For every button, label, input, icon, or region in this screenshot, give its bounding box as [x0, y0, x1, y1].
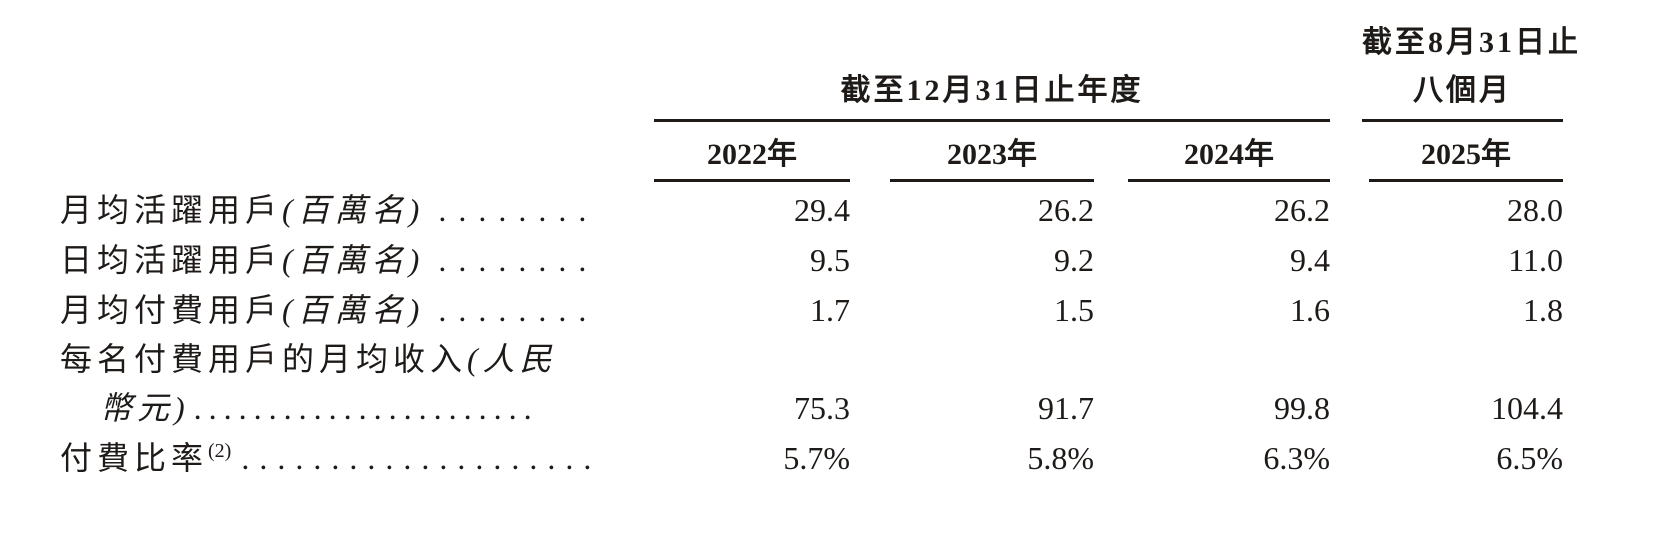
row-label-text: 月均付費用戶 [60, 292, 283, 328]
dot-leader: ........ [438, 192, 599, 228]
cell-mau-2024: 26.2 [1274, 192, 1330, 228]
year-header-2024: 2024年 [1184, 138, 1274, 171]
cell-mau-2023: 26.2 [1038, 192, 1094, 228]
dot-leader: ........ [438, 292, 599, 328]
row-label-text: 月均活躍用戶 [60, 192, 283, 228]
table-row-paying-ratio: 付費比率(2).................... 5.7% 5.8% 6.… [0, 438, 1668, 478]
row-label-text: 每名付費用戶的月均收入 [60, 341, 468, 377]
cell-paying-ratio-2023: 5.8% [1027, 440, 1094, 476]
cell-arppu-2024: 99.8 [1274, 390, 1330, 426]
cell-mau-2022: 29.4 [794, 192, 850, 228]
cell-paying-users-2025: 1.8 [1523, 292, 1563, 328]
year-rule-2023 [890, 179, 1094, 182]
row-label-dau: 日均活躍用戶(百萬名)........ [60, 240, 598, 280]
year-rule-2024 [1128, 179, 1330, 182]
row-label-arppu: 每名付費用戶的月均收入(人民 [60, 339, 557, 379]
dot-leader: .................... [241, 440, 602, 476]
cell-arppu-2025: 104.4 [1491, 390, 1563, 426]
cell-arppu-2022: 75.3 [794, 390, 850, 426]
table-row-paying-users: 月均付費用戶(百萬名)........ 1.7 1.5 1.6 1.8 [0, 290, 1668, 330]
row-label-mau: 月均活躍用戶(百萬名)........ [60, 190, 598, 230]
cell-arppu-2023: 91.7 [1038, 390, 1094, 426]
cell-paying-ratio-2025: 6.5% [1496, 440, 1563, 476]
row-label-unit: (百萬名) [282, 242, 425, 278]
table-row-dau: 日均活躍用戶(百萬名)........ 9.5 9.2 9.4 11.0 [0, 240, 1668, 280]
cell-paying-ratio-2024: 6.3% [1263, 440, 1330, 476]
dot-leader: ........ [438, 242, 599, 278]
year-header-2023: 2023年 [947, 138, 1037, 171]
table-row-arppu: 幣元)....................... 75.3 91.7 99.… [0, 388, 1668, 428]
row-label-arppu-continued: 幣元)....................... [100, 388, 539, 428]
column-group-aug-title-line1: 截至8月31日止 [1362, 26, 1581, 59]
cell-paying-users-2024: 1.6 [1290, 292, 1330, 328]
cell-mau-2025: 28.0 [1507, 192, 1563, 228]
column-group-aug-title-line2: 八個月 [1413, 74, 1512, 107]
cell-dau-2022: 9.5 [810, 242, 850, 278]
row-label-paying-users: 月均付費用戶(百萬名)........ [60, 290, 598, 330]
footnote-reference: (2) [208, 440, 232, 462]
cell-dau-2023: 9.2 [1054, 242, 1094, 278]
row-label-unit: (百萬名) [282, 192, 425, 228]
cell-dau-2025: 11.0 [1508, 242, 1563, 278]
year-header-2022: 2022年 [707, 138, 797, 171]
year-rule-2025 [1369, 179, 1563, 182]
year-rule-2022 [654, 179, 850, 182]
table-row-mau: 月均活躍用戶(百萬名)........ 29.4 26.2 26.2 28.0 [0, 190, 1668, 230]
row-label-unit-continued: 幣元) [100, 390, 190, 426]
column-group-aug-rule [1362, 119, 1563, 122]
cell-paying-users-2022: 1.7 [810, 292, 850, 328]
column-group-dec-rule [654, 119, 1330, 122]
row-label-unit: (人民 [467, 341, 557, 377]
row-label-unit: (百萬名) [282, 292, 425, 328]
cell-paying-users-2023: 1.5 [1054, 292, 1094, 328]
year-header-2025: 2025年 [1421, 138, 1511, 171]
dot-leader: ....................... [193, 390, 539, 426]
row-label-text: 付費比率 [60, 440, 209, 476]
cell-dau-2024: 9.4 [1290, 242, 1330, 278]
table-row-arppu-label-line1: 每名付費用戶的月均收入(人民 [0, 339, 1668, 379]
row-label-paying-ratio: 付費比率(2).................... [60, 438, 601, 478]
cell-paying-ratio-2022: 5.7% [783, 440, 850, 476]
column-group-dec-title: 截至12月31日止年度 [840, 74, 1144, 107]
row-label-text: 日均活躍用戶 [60, 242, 283, 278]
